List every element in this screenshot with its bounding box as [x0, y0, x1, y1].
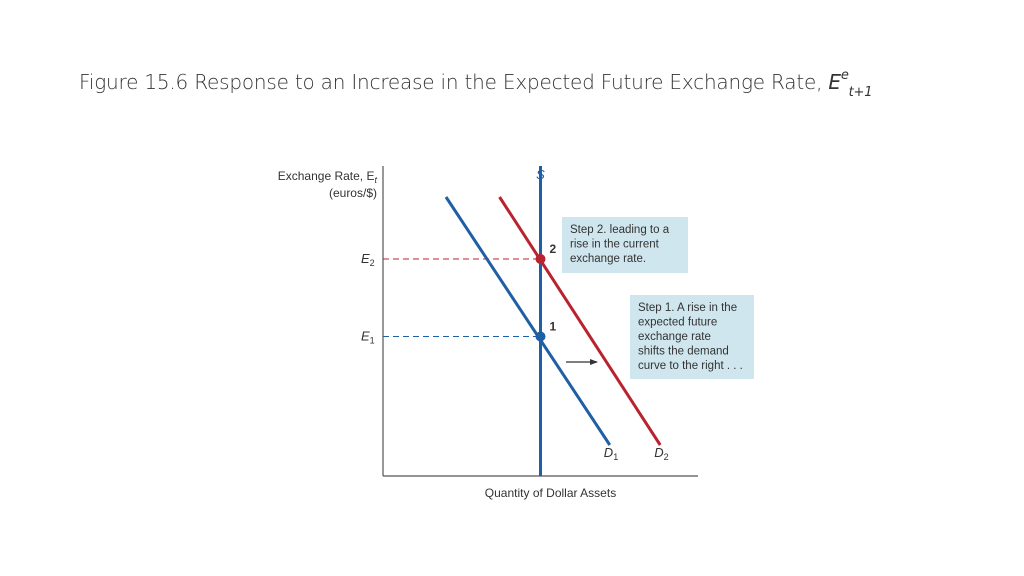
annotation-line: expected future	[638, 317, 717, 329]
annotation-line: curve to the right . . .	[638, 360, 743, 372]
label-s: S	[536, 167, 545, 182]
annotation-line: exchange rate.	[570, 253, 646, 265]
title-symbol: E	[828, 70, 841, 94]
annotation-line: Step 2. leading to a	[570, 224, 670, 236]
annotation-line: exchange rate	[638, 331, 711, 343]
equilibrium-label-1: 1	[550, 320, 557, 334]
slide-title: Figure 15.6 Response to an Increase in t…	[79, 68, 873, 100]
labels-group: Exchange Rate, Et(euros/$) Quantity of Do…	[278, 167, 669, 500]
label-d2: D2	[654, 445, 668, 462]
equilibrium-points-group	[535, 254, 546, 342]
equilibrium-point-1	[535, 331, 546, 342]
annotations-group: Step 2. leading to a rise in the current e…	[562, 217, 754, 379]
guide-lines-group	[383, 258, 541, 337]
y-axis-units: (euros/$)	[329, 186, 377, 200]
equilibrium-label-2: 2	[550, 242, 557, 256]
annotation-box-2	[630, 295, 754, 379]
label-d1: D1	[604, 445, 618, 462]
y-tick-label-1: E1	[361, 329, 375, 346]
equilibrium-point-2	[535, 254, 546, 264]
title-superscript: e	[840, 68, 849, 84]
x-axis-label: Quantity of Dollar Assets	[485, 486, 616, 500]
y-axis-label: Exchange Rate, Et	[278, 169, 378, 185]
title-prefix: Figure 15.6 Response to an Increase in t…	[79, 70, 829, 94]
curves-group	[444, 166, 662, 476]
title-subscript: t+1	[848, 85, 873, 100]
annotation-line: Step 1. A rise in the	[638, 302, 737, 314]
curve-d2	[498, 196, 662, 446]
annotation-line: rise in the current	[570, 239, 660, 251]
y-tick-label-2: E2	[361, 251, 375, 268]
annotation-box-1	[562, 217, 688, 273]
curve-d1	[444, 196, 612, 446]
annotation-line: shifts the demand	[638, 346, 729, 358]
